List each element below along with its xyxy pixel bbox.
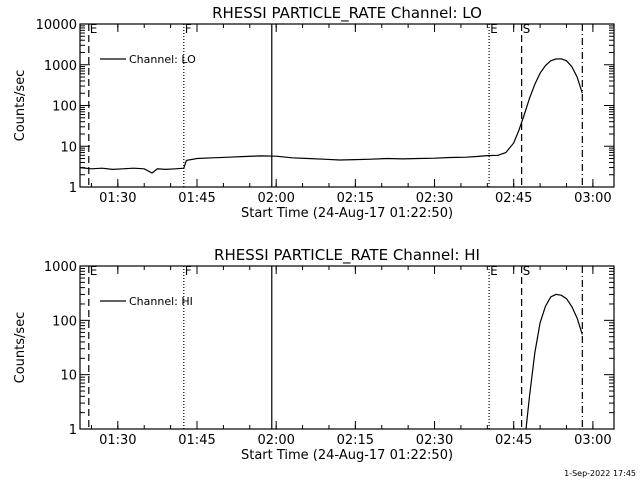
chart-panel-1: RHESSI PARTICLE_RATE Channel: LO Counts/s… [13, 4, 615, 221]
chart-title: RHESSI PARTICLE_RATE Channel: LO [212, 4, 482, 23]
legend-label: Channel: HI [129, 295, 193, 308]
x-tick-label: 01:45 [178, 433, 215, 448]
y-tick-label: 100 [52, 100, 77, 115]
x-tick-label: 01:45 [178, 191, 215, 206]
y-tick-label: 10000 [36, 18, 77, 33]
event-marker-label: E [490, 22, 498, 36]
y-tick-label: 1000 [44, 260, 77, 275]
event-marker-label: F [185, 264, 192, 278]
plot-frame [79, 265, 615, 430]
x-tick-label: 02:30 [416, 191, 453, 206]
chart-panel-2: RHESSI PARTICLE_RATE Channel: HI Counts/s… [13, 246, 615, 463]
x-tick-label: 02:00 [257, 433, 294, 448]
event-marker-label: E [90, 264, 98, 278]
x-tick-label: 03:00 [574, 433, 611, 448]
y-axis-label: Counts/sec [13, 70, 28, 142]
event-marker-label: E [490, 264, 498, 278]
x-tick-label: 02:15 [337, 433, 374, 448]
y-tick-label: 10 [60, 140, 77, 155]
x-tick-label: 02:45 [495, 191, 532, 206]
x-tick-label: 02:15 [337, 191, 374, 206]
y-tick-label: 100 [52, 314, 77, 329]
x-tick-label: 02:00 [257, 191, 294, 206]
event-marker-label: S [523, 22, 531, 36]
series-line [79, 58, 583, 174]
y-tick-label: 1 [69, 423, 77, 438]
plot-frame [79, 23, 615, 188]
chart-title: RHESSI PARTICLE_RATE Channel: HI [214, 246, 480, 265]
x-tick-label: 02:30 [416, 433, 453, 448]
x-tick-label: 03:00 [574, 191, 611, 206]
event-marker-label: E [90, 22, 98, 36]
y-axis-label: Counts/sec [13, 312, 28, 384]
y-tick-label: 1 [69, 181, 77, 196]
y-tick-label: 1000 [44, 59, 77, 74]
x-tick-label: 01:30 [99, 433, 136, 448]
series-line [525, 293, 583, 430]
x-axis-label: Start Time (24-Aug-17 01:22:50) [241, 448, 453, 463]
event-marker-label: F [185, 22, 192, 36]
legend-label: Channel: LO [129, 53, 196, 66]
generation-timestamp: 1-Sep-2022 17:45 [564, 469, 636, 478]
event-marker-label: S [523, 264, 531, 278]
x-tick-label: 02:45 [495, 433, 532, 448]
x-axis-label: Start Time (24-Aug-17 01:22:50) [241, 206, 453, 221]
x-tick-label: 01:30 [99, 191, 136, 206]
y-tick-label: 10 [60, 369, 77, 384]
